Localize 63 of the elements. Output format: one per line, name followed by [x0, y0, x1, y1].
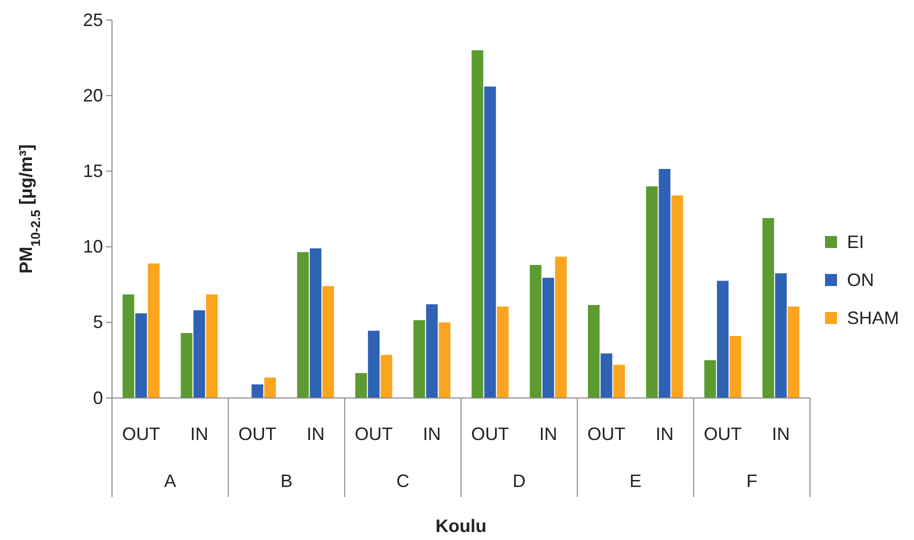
y-tick-label: 5: [92, 312, 103, 332]
y-tick-label: 0: [92, 388, 103, 408]
bar: [264, 378, 276, 398]
x-tick-label: OUT: [354, 424, 393, 444]
legend-label: ON: [847, 270, 874, 290]
bar: [206, 294, 218, 398]
x-tick-label: IN: [190, 424, 208, 444]
bar: [438, 322, 450, 398]
bar: [658, 168, 670, 398]
x-tick-label: IN: [656, 424, 674, 444]
bar: [646, 186, 658, 398]
bar: [588, 305, 600, 398]
bar: [193, 310, 206, 398]
x-tick-label: IN: [422, 424, 441, 444]
x-tick-label: OUT: [122, 424, 160, 444]
bar: [122, 294, 134, 398]
bar: [297, 252, 309, 398]
bar: [472, 50, 484, 398]
bar: [380, 354, 392, 398]
bar: [788, 306, 800, 398]
bar: [368, 330, 380, 398]
bar: [322, 286, 334, 398]
bar: [310, 248, 322, 398]
bar: [775, 273, 787, 398]
bar: [484, 86, 496, 398]
x-tick-label: OUT: [238, 424, 276, 444]
bar: [252, 384, 264, 398]
bar: [600, 353, 612, 398]
y-tick-label: 20: [82, 85, 103, 106]
bar: [542, 278, 554, 398]
bar: [613, 364, 625, 398]
bar: [180, 332, 192, 398]
bar: [148, 263, 160, 398]
legend-label: EI: [847, 232, 864, 252]
legend-label: SHAM: [847, 308, 900, 328]
y-tick-label: 15: [82, 160, 103, 181]
text: E: [629, 471, 642, 491]
bar: [555, 256, 567, 398]
bar: [135, 313, 147, 398]
y-tick-label: 25: [82, 10, 103, 30]
text: A: [164, 471, 176, 491]
x-tick-label: OUT: [704, 424, 742, 444]
bar: [496, 306, 509, 398]
text: F: [746, 471, 758, 491]
bar: [704, 360, 716, 398]
x-tick-label: IN: [772, 424, 790, 444]
x-tick-label: IN: [539, 424, 558, 444]
bar: [730, 336, 742, 398]
x-tick-label: IN: [306, 424, 325, 444]
x-tick-label: OUT: [471, 424, 510, 444]
bar: [413, 320, 426, 398]
text: D: [512, 471, 526, 491]
bar: [426, 304, 438, 398]
y-tick-label: 10: [82, 236, 103, 257]
x-axis-title: Koulu: [436, 516, 486, 536]
bar: [762, 218, 774, 398]
bar: [716, 280, 729, 398]
text: B: [280, 471, 293, 491]
bar: [530, 264, 542, 398]
bar: [671, 195, 684, 398]
bar: [355, 373, 367, 398]
text: C: [396, 471, 410, 491]
x-tick-label: OUT: [587, 424, 626, 444]
